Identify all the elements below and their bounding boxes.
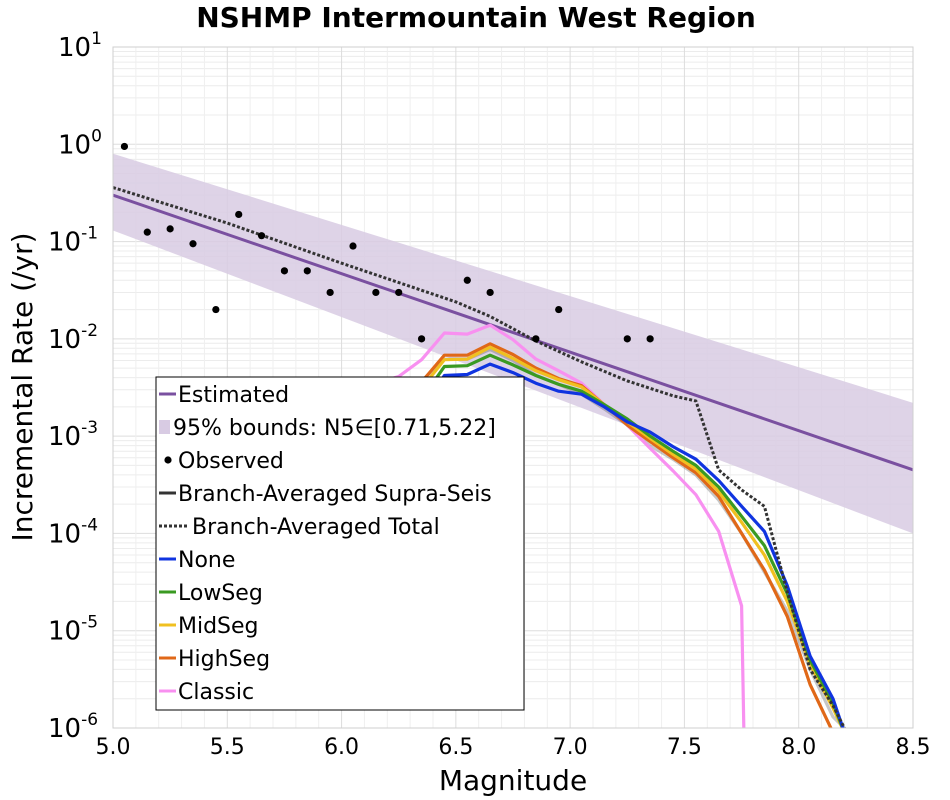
legend-box	[155, 376, 525, 711]
x-axis-ticks: 5.0 5.5 6.0 6.5 7.0 7.5 8.0 8.5	[96, 735, 931, 760]
legend-item: Branch-Averaged Total	[159, 515, 440, 540]
y-tick-label: 10-5	[48, 613, 98, 647]
x-tick-label: 6.0	[324, 735, 359, 760]
x-axis-title: Magnitude	[439, 764, 587, 797]
observed-points-layer	[120, 142, 654, 343]
estimated-line	[113, 193, 913, 472]
x-tick-label: 7.5	[667, 735, 702, 760]
legend: Estimated 95% bounds: N5∈[0.71,5.22] Obser…	[155, 376, 525, 711]
legend-label: None	[178, 548, 235, 573]
y-tick-label: 10-1	[48, 224, 98, 258]
legend-label: Observed	[178, 449, 284, 474]
y-tick-label: 10-6	[48, 710, 98, 744]
legend-item: Estimated	[159, 383, 289, 408]
chart-title: NSHMP Intermountain West Region	[196, 1, 756, 34]
x-tick-label: 8.5	[896, 735, 931, 760]
bounds-95-band	[113, 153, 913, 534]
legend-label: Branch-Averaged Supra-Seis	[178, 482, 492, 507]
y-tick-label: 10-4	[48, 515, 98, 549]
x-tick-label: 8.0	[781, 735, 816, 760]
observed-point	[646, 335, 654, 343]
observed-point	[326, 288, 334, 297]
observed-point	[280, 267, 289, 275]
legend-item: HighSeg	[159, 647, 270, 672]
observed-point	[532, 335, 540, 343]
legend-label: Estimated	[178, 383, 289, 408]
observed-point	[623, 335, 631, 343]
legend-item: None	[159, 548, 235, 573]
y-tick-label: 10-2	[48, 321, 98, 355]
x-tick-label: 6.5	[438, 735, 473, 760]
observed-point	[143, 228, 151, 236]
x-tick-label: 7.0	[553, 735, 588, 760]
observed-point	[189, 240, 197, 248]
legend-item: LowSeg	[159, 581, 263, 606]
observed-point	[257, 232, 266, 240]
plot-frame	[112, 46, 914, 729]
legend-item: Observed	[164, 449, 284, 474]
observed-point	[166, 225, 174, 233]
bounds-band-layer	[113, 153, 913, 534]
y-axis-ticks: 101 100 10-1 10-2 10-3 10-4 10-5 10-6	[48, 29, 102, 744]
legend-label: Classic	[178, 680, 254, 705]
observed-point	[395, 288, 403, 297]
observed-point	[235, 210, 243, 219]
legend-label: 95% bounds: N5∈[0.71,5.22]	[173, 416, 496, 441]
y-tick-label: 100	[58, 126, 102, 160]
legend-swatch	[164, 456, 172, 464]
observed-point	[372, 288, 380, 297]
legend-label: MidSeg	[178, 614, 259, 639]
x-tick-label: 5.0	[96, 735, 131, 760]
legend-swatch	[159, 420, 170, 434]
y-tick-label: 10-3	[48, 418, 98, 452]
observed-point	[120, 142, 129, 151]
observed-point	[463, 276, 471, 284]
legend-item: MidSeg	[159, 614, 259, 639]
legend-item: 95% bounds: N5∈[0.71,5.22]	[159, 416, 496, 441]
observed-point	[555, 305, 563, 314]
y-tick-label: 101	[58, 29, 102, 63]
observed-point	[486, 288, 494, 297]
legend-item: Branch-Averaged Supra-Seis	[159, 482, 492, 507]
legend-label: Branch-Averaged Total	[192, 515, 440, 540]
observed-point	[349, 242, 357, 250]
y-axis-title: Incremental Rate (/yr)	[6, 232, 39, 541]
series-line-branch-averaged-total	[113, 186, 846, 728]
observed-point	[212, 305, 220, 314]
legend-item: Classic	[159, 680, 254, 705]
x-tick-label: 5.5	[210, 735, 245, 760]
legend-label: LowSeg	[178, 581, 263, 606]
legend-label: HighSeg	[178, 647, 270, 672]
observed-point	[417, 335, 426, 343]
observed-point	[303, 267, 311, 275]
